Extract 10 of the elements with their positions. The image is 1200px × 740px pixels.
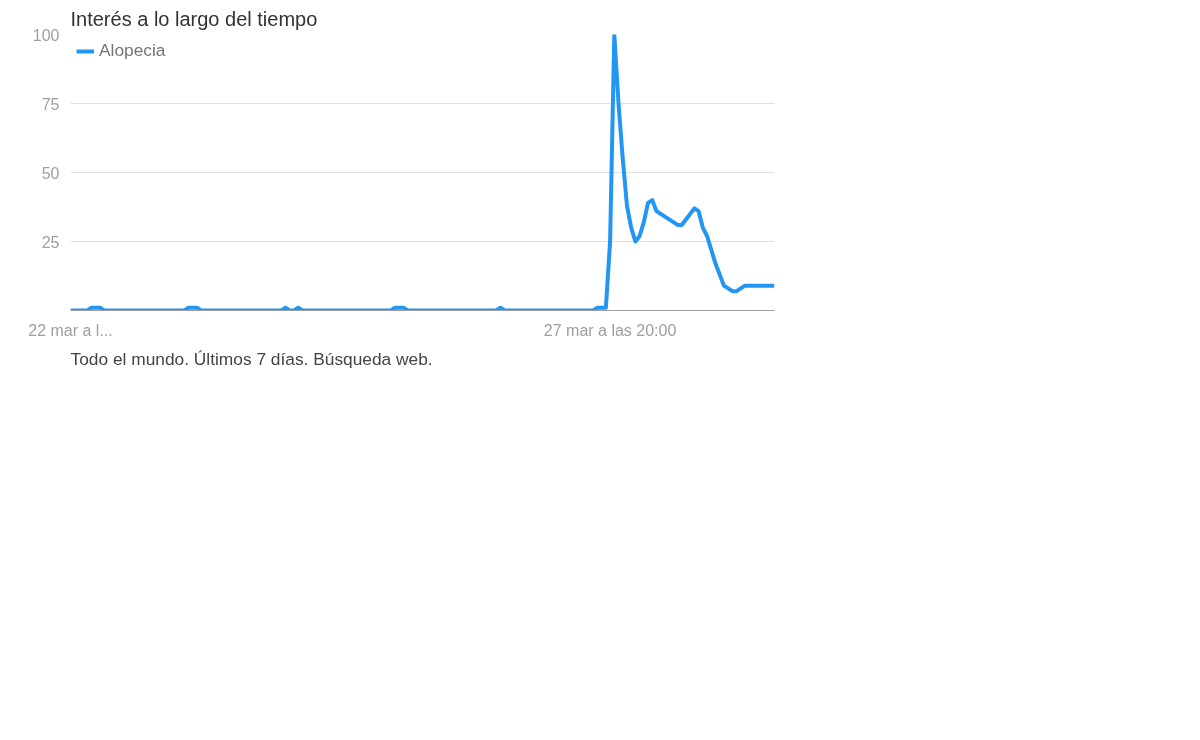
y-tick-label: 25: [41, 233, 60, 251]
y-tick-label: 75: [41, 95, 60, 113]
y-tick-label: 50: [41, 164, 60, 182]
chart-title: Interés a lo largo del tiempo: [70, 7, 318, 30]
x-tick-label: 27 mar a las 20:00: [543, 321, 677, 339]
x-tick-label: 22 mar a l...: [28, 321, 113, 339]
text: Todo el mundo. Últimos 7 días. Búsqueda web.: [70, 348, 433, 369]
legend-label: Alopecia: [99, 40, 166, 61]
y-tick-label: 100: [32, 26, 60, 44]
line-series: [70, 34, 775, 311]
